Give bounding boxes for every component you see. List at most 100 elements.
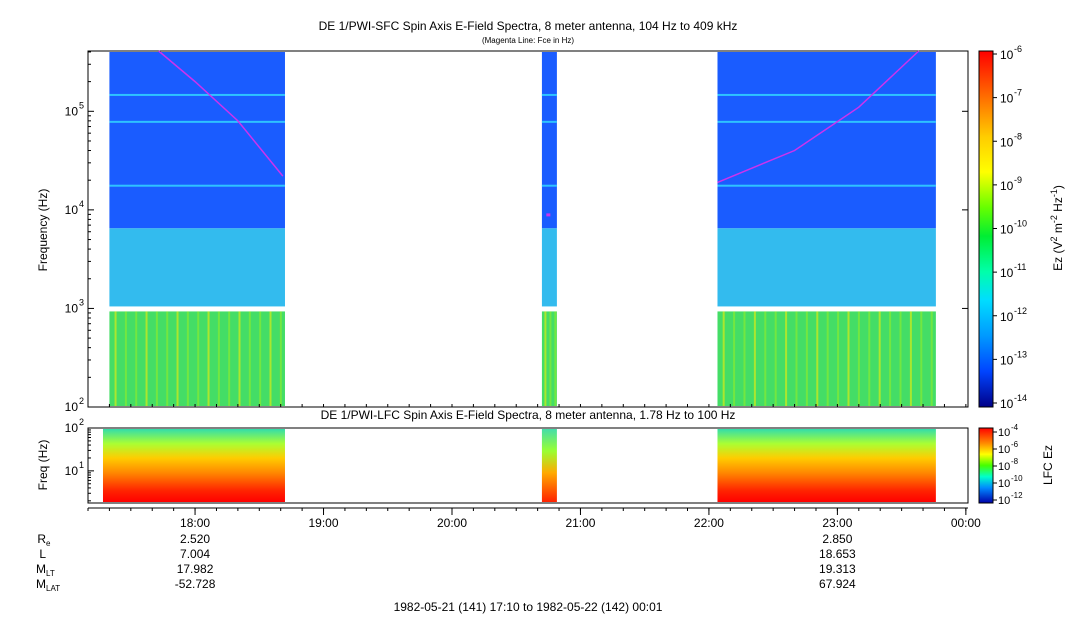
sfc-block-high-band: [717, 52, 936, 229]
fce-line-segment: [158, 50, 284, 177]
top-colorbar-tick-exponent: -10: [1014, 219, 1027, 229]
sfc-low-band-streak: [197, 311, 200, 406]
top-y-tick-exponent: 5: [79, 100, 84, 110]
x-tick-label: 20:00: [437, 516, 467, 530]
ephemeris-row-label: M: [36, 562, 46, 576]
sfc-band-line: [109, 120, 285, 123]
sfc-low-band-streak: [753, 311, 756, 406]
lfc-block: [102, 429, 285, 502]
ephemeris-value: 18.653: [819, 547, 856, 561]
sfc-band-line: [109, 93, 285, 96]
bottom-colorbar-tick-exponent: -6: [1011, 440, 1019, 449]
bottom-y-axis-label: Freq (Hz): [36, 440, 50, 491]
fce-line-segment: [717, 50, 920, 184]
lfc-block: [541, 429, 557, 502]
top-y-tick-label: 10: [65, 400, 79, 414]
x-tick-label: 19:00: [309, 516, 339, 530]
top-colorbar-tick-exponent: -9: [1014, 175, 1022, 185]
sfc-low-band-streak: [217, 311, 220, 406]
top-panel-subtitle: (Magenta Line: Fce in Hz): [482, 36, 574, 45]
top-spectrogram-data: [109, 50, 936, 406]
x-tick-label: 22:00: [694, 516, 724, 530]
sfc-low-band-streak: [899, 311, 902, 406]
sfc-low-band-streak: [228, 311, 231, 406]
fce-point: [546, 213, 551, 217]
bottom-colorbar-label: LFC Ez: [1041, 445, 1055, 485]
top-y-tick-label: 10: [65, 104, 79, 118]
ephemeris-row-label: R: [37, 532, 46, 546]
bottom-colorbar-tick-label: 10: [998, 461, 1010, 473]
sfc-low-band-streak: [207, 311, 210, 406]
sfc-low-band-streak: [816, 311, 819, 406]
sfc-low-band-streak: [795, 311, 798, 406]
sfc-low-band-streak: [135, 311, 138, 406]
ephemeris-value: 19.313: [819, 562, 856, 576]
bottom-colorbar-tick-label: 10: [998, 427, 1010, 439]
bottom-colorbar-tick-exponent: -4: [1011, 423, 1019, 432]
sfc-low-band-streak: [857, 311, 860, 406]
top-colorbar-tick-label: 10: [1000, 266, 1014, 280]
bottom-panel-title: DE 1/PWI-LFC Spin Axis E-Field Spectra, …: [321, 408, 736, 422]
top-colorbar-tick-exponent: -6: [1014, 44, 1022, 54]
top-colorbar-tick-label: 10: [1000, 135, 1014, 149]
sfc-low-band-streak: [238, 311, 241, 406]
top-colorbar-tick-label: 10: [1000, 310, 1014, 324]
bottom-colorbar-tick-exponent: -12: [1011, 491, 1023, 500]
top-y-tick-exponent: 3: [79, 297, 84, 307]
top-colorbar-tick-exponent: -7: [1014, 88, 1022, 98]
sfc-low-band-streak: [847, 311, 850, 406]
sfc-band-line: [109, 184, 285, 187]
sfc-low-band-streak: [868, 311, 871, 406]
sfc-block-high-band: [541, 52, 557, 229]
bottom-y-tick-label: 10: [65, 421, 79, 435]
top-colorbar-tick-exponent: -12: [1014, 306, 1027, 316]
sfc-low-band-streak: [544, 311, 547, 406]
top-colorbar-tick-exponent: -14: [1014, 393, 1027, 403]
bottom-colorbar: [978, 427, 994, 504]
sfc-low-band-streak: [909, 311, 912, 406]
x-tick-label: 23:00: [822, 516, 852, 530]
sfc-band-line: [717, 120, 936, 123]
sfc-low-band-streak: [145, 311, 148, 406]
sfc-low-band-streak: [248, 311, 251, 406]
bottom-colorbar-tick-label: 10: [998, 495, 1010, 507]
sfc-low-band-streak: [826, 311, 829, 406]
sfc-block-mid-band: [717, 228, 936, 307]
bottom-y-tick-exponent: 2: [79, 417, 84, 427]
sfc-low-band-streak: [733, 311, 736, 406]
sfc-low-band-streak: [774, 311, 777, 406]
ephemeris-value: 7.004: [180, 547, 210, 561]
sfc-low-band-streak: [722, 311, 725, 406]
top-y-tick-exponent: 2: [79, 396, 84, 406]
top-y-axis-label: Frequency (Hz): [36, 189, 50, 272]
bottom-colorbar-tick-label: 10: [998, 478, 1010, 490]
sfc-low-band-streak: [889, 311, 892, 406]
sfc-block-high-band: [109, 52, 285, 229]
top-colorbar-label: Ez (V2 m-2 Hz-1): [1049, 185, 1065, 271]
x-axis: 18:00 19:00 20:00 21:00 22:00 23:00 00:00: [87, 404, 981, 530]
sfc-low-band-streak: [155, 311, 158, 406]
top-colorbar-tick-label: 10: [1000, 92, 1014, 106]
x-tick-label: 00:00: [951, 516, 981, 530]
ephemeris-row-subscript: LT: [46, 569, 55, 578]
sfc-low-band-streak: [785, 311, 788, 406]
sfc-low-band-streak: [259, 311, 262, 406]
ephemeris-value: 67.924: [819, 577, 856, 591]
ephemeris-value: -52.728: [175, 577, 216, 591]
top-colorbar-tick-label: 10: [1000, 223, 1014, 237]
bottom-colorbar-tick-label: 10: [998, 444, 1010, 456]
top-colorbar-tick-exponent: -8: [1014, 131, 1022, 141]
lfc-block: [717, 429, 936, 502]
top-y-tick-label: 10: [65, 301, 79, 315]
ephemeris-value: 17.982: [177, 562, 214, 576]
sfc-block-mid-band: [541, 228, 557, 307]
ephemeris-row-subscript: e: [46, 539, 51, 548]
sfc-low-band-streak: [764, 311, 767, 406]
sfc-band-line: [717, 93, 936, 96]
bottom-colorbar-tick-exponent: -8: [1011, 457, 1019, 466]
